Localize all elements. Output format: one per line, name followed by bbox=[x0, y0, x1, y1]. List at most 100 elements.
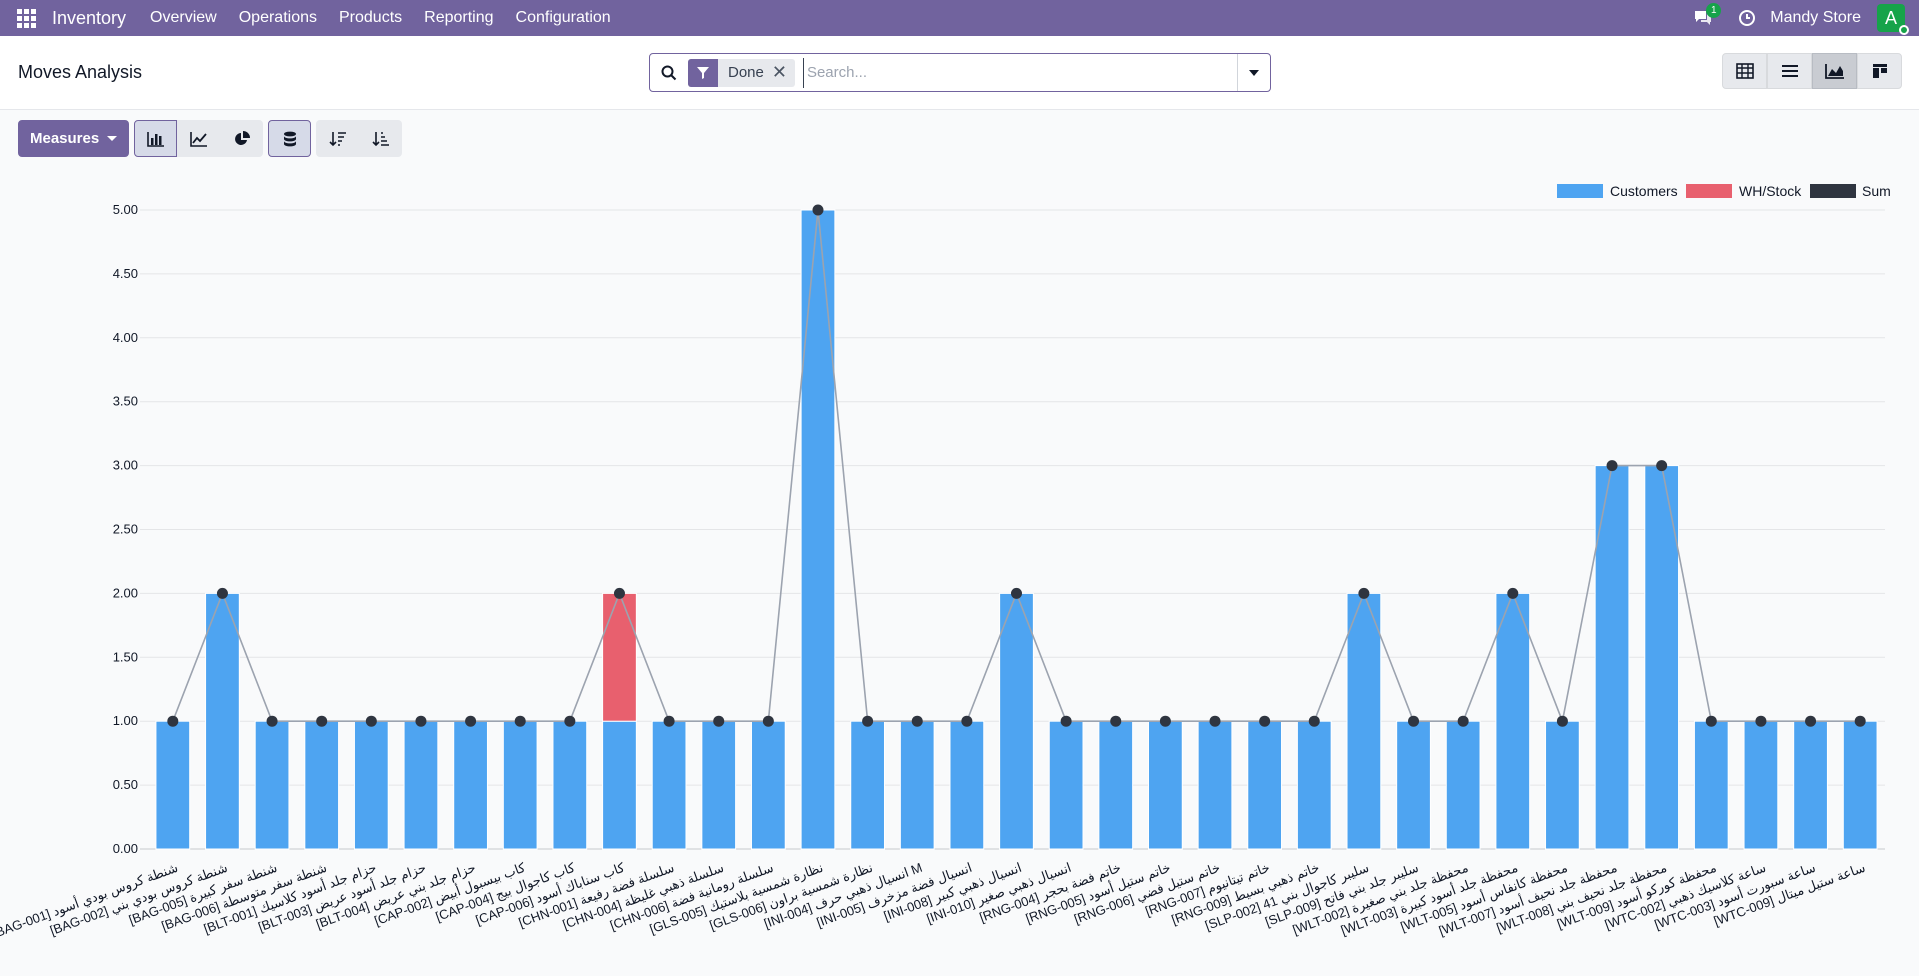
sum-point[interactable] bbox=[1755, 715, 1767, 727]
sum-point[interactable] bbox=[1209, 715, 1221, 727]
sum-point[interactable] bbox=[1457, 715, 1469, 727]
bar-customers[interactable] bbox=[502, 720, 538, 850]
sum-point[interactable] bbox=[266, 715, 278, 727]
sum-point[interactable] bbox=[316, 715, 328, 727]
sum-point[interactable] bbox=[415, 715, 427, 727]
list-view-button[interactable] bbox=[1767, 53, 1812, 89]
sum-point[interactable] bbox=[812, 204, 824, 216]
legend-swatch-sum[interactable] bbox=[1810, 184, 1856, 198]
bar-customers[interactable] bbox=[403, 720, 439, 850]
sum-point[interactable] bbox=[167, 715, 179, 727]
sum-point[interactable] bbox=[713, 715, 725, 727]
bar-wh-stock[interactable] bbox=[602, 592, 637, 722]
menu-products[interactable]: Products bbox=[339, 9, 403, 26]
bar-customers[interactable] bbox=[1644, 465, 1680, 850]
sum-point[interactable] bbox=[1308, 715, 1320, 727]
legend-label-sum[interactable]: Sum bbox=[1862, 183, 1891, 199]
search-input[interactable] bbox=[802, 57, 1237, 88]
bar-chart-button[interactable] bbox=[134, 120, 178, 157]
sum-point[interactable] bbox=[1854, 715, 1866, 727]
sum-point[interactable] bbox=[1011, 587, 1022, 599]
sum-point[interactable] bbox=[862, 715, 874, 727]
company-switcher[interactable]: Mandy Store bbox=[1770, 9, 1861, 26]
sum-point[interactable] bbox=[216, 587, 228, 599]
sum-point[interactable] bbox=[1606, 460, 1618, 472]
bar-customers[interactable] bbox=[1346, 592, 1382, 850]
menu-configuration[interactable]: Configuration bbox=[515, 9, 611, 26]
bar-customers[interactable] bbox=[453, 720, 488, 850]
search-options-toggle[interactable] bbox=[1237, 54, 1270, 91]
sum-point[interactable] bbox=[564, 715, 576, 727]
stacked-toggle-button[interactable] bbox=[268, 120, 312, 157]
bar-customers[interactable] bbox=[552, 720, 588, 850]
bar-customers[interactable] bbox=[254, 720, 290, 850]
sort-descending-button[interactable] bbox=[316, 120, 360, 157]
bar-customers[interactable] bbox=[1445, 720, 1481, 850]
search-icon[interactable] bbox=[650, 54, 688, 91]
bar-customers[interactable] bbox=[1197, 720, 1233, 850]
bar-customers[interactable] bbox=[850, 720, 885, 850]
bar-customers[interactable] bbox=[1693, 720, 1729, 850]
bar-customers[interactable] bbox=[949, 720, 985, 850]
apps-menu-icon[interactable] bbox=[0, 0, 52, 36]
sum-point[interactable] bbox=[1705, 715, 1717, 727]
messaging-icon[interactable]: 1 bbox=[1688, 0, 1722, 36]
sum-point[interactable] bbox=[1805, 715, 1817, 727]
sum-point[interactable] bbox=[1656, 460, 1668, 472]
user-avatar[interactable]: A bbox=[1877, 4, 1909, 35]
line-chart-button[interactable] bbox=[177, 120, 221, 157]
bar-customers[interactable] bbox=[1495, 592, 1531, 850]
bar-customers[interactable] bbox=[304, 720, 340, 850]
sum-point[interactable] bbox=[1556, 715, 1568, 727]
bar-customers[interactable] bbox=[1296, 720, 1332, 850]
pie-chart-button[interactable] bbox=[220, 120, 264, 157]
bar-customers[interactable] bbox=[701, 720, 737, 850]
bar-customers[interactable] bbox=[1048, 720, 1084, 850]
sum-point[interactable] bbox=[1408, 715, 1420, 727]
sum-point[interactable] bbox=[1358, 587, 1370, 599]
bar-customers[interactable] bbox=[1098, 720, 1134, 850]
sum-point[interactable] bbox=[514, 715, 526, 727]
bar-customers[interactable] bbox=[1545, 720, 1580, 850]
menu-operations[interactable]: Operations bbox=[238, 9, 317, 26]
bar-customers[interactable] bbox=[155, 720, 191, 850]
sum-point[interactable] bbox=[1507, 587, 1519, 599]
graph-view-button[interactable] bbox=[1812, 53, 1857, 89]
sum-point[interactable] bbox=[663, 715, 675, 727]
sum-point[interactable] bbox=[1110, 715, 1122, 727]
sum-point[interactable] bbox=[961, 715, 973, 727]
sort-ascending-button[interactable] bbox=[359, 120, 403, 157]
app-name[interactable]: Inventory bbox=[52, 7, 127, 28]
bar-customers[interactable] bbox=[1743, 720, 1779, 850]
menu-reporting[interactable]: Reporting bbox=[424, 9, 494, 26]
bar-customers[interactable] bbox=[1793, 720, 1828, 850]
bar-customers[interactable] bbox=[1247, 720, 1283, 850]
legend-label-wh-stock[interactable]: WH/Stock bbox=[1739, 183, 1802, 199]
bar-customers[interactable] bbox=[800, 209, 836, 850]
sum-point[interactable] bbox=[1259, 715, 1271, 727]
legend-label-customers[interactable]: Customers bbox=[1610, 183, 1678, 199]
sum-point[interactable] bbox=[911, 715, 923, 727]
bar-customers[interactable] bbox=[899, 720, 935, 850]
sum-point[interactable] bbox=[465, 715, 477, 727]
bar-customers[interactable] bbox=[602, 720, 637, 850]
legend-swatch-wh-stock[interactable] bbox=[1686, 184, 1732, 198]
legend-swatch-customers[interactable] bbox=[1557, 184, 1603, 198]
bar-customers[interactable] bbox=[1396, 720, 1431, 850]
bar-customers[interactable] bbox=[1148, 720, 1183, 850]
bar-customers[interactable] bbox=[651, 720, 687, 850]
bar-customers[interactable] bbox=[999, 592, 1034, 850]
pivot-view-button[interactable] bbox=[1722, 53, 1767, 89]
sum-point[interactable] bbox=[1159, 715, 1171, 727]
bar-customers[interactable] bbox=[750, 720, 786, 850]
kanban-view-button[interactable] bbox=[1857, 53, 1902, 89]
activity-clock-icon[interactable] bbox=[1732, 0, 1762, 36]
bar-customers[interactable] bbox=[1842, 720, 1878, 850]
sum-point[interactable] bbox=[762, 715, 774, 727]
sum-point[interactable] bbox=[613, 587, 625, 599]
measures-dropdown[interactable]: Measures bbox=[18, 120, 130, 157]
menu-overview[interactable]: Overview bbox=[150, 9, 217, 26]
sum-point[interactable] bbox=[365, 715, 377, 727]
bar-customers[interactable] bbox=[205, 592, 240, 850]
sum-point[interactable] bbox=[1060, 715, 1072, 727]
